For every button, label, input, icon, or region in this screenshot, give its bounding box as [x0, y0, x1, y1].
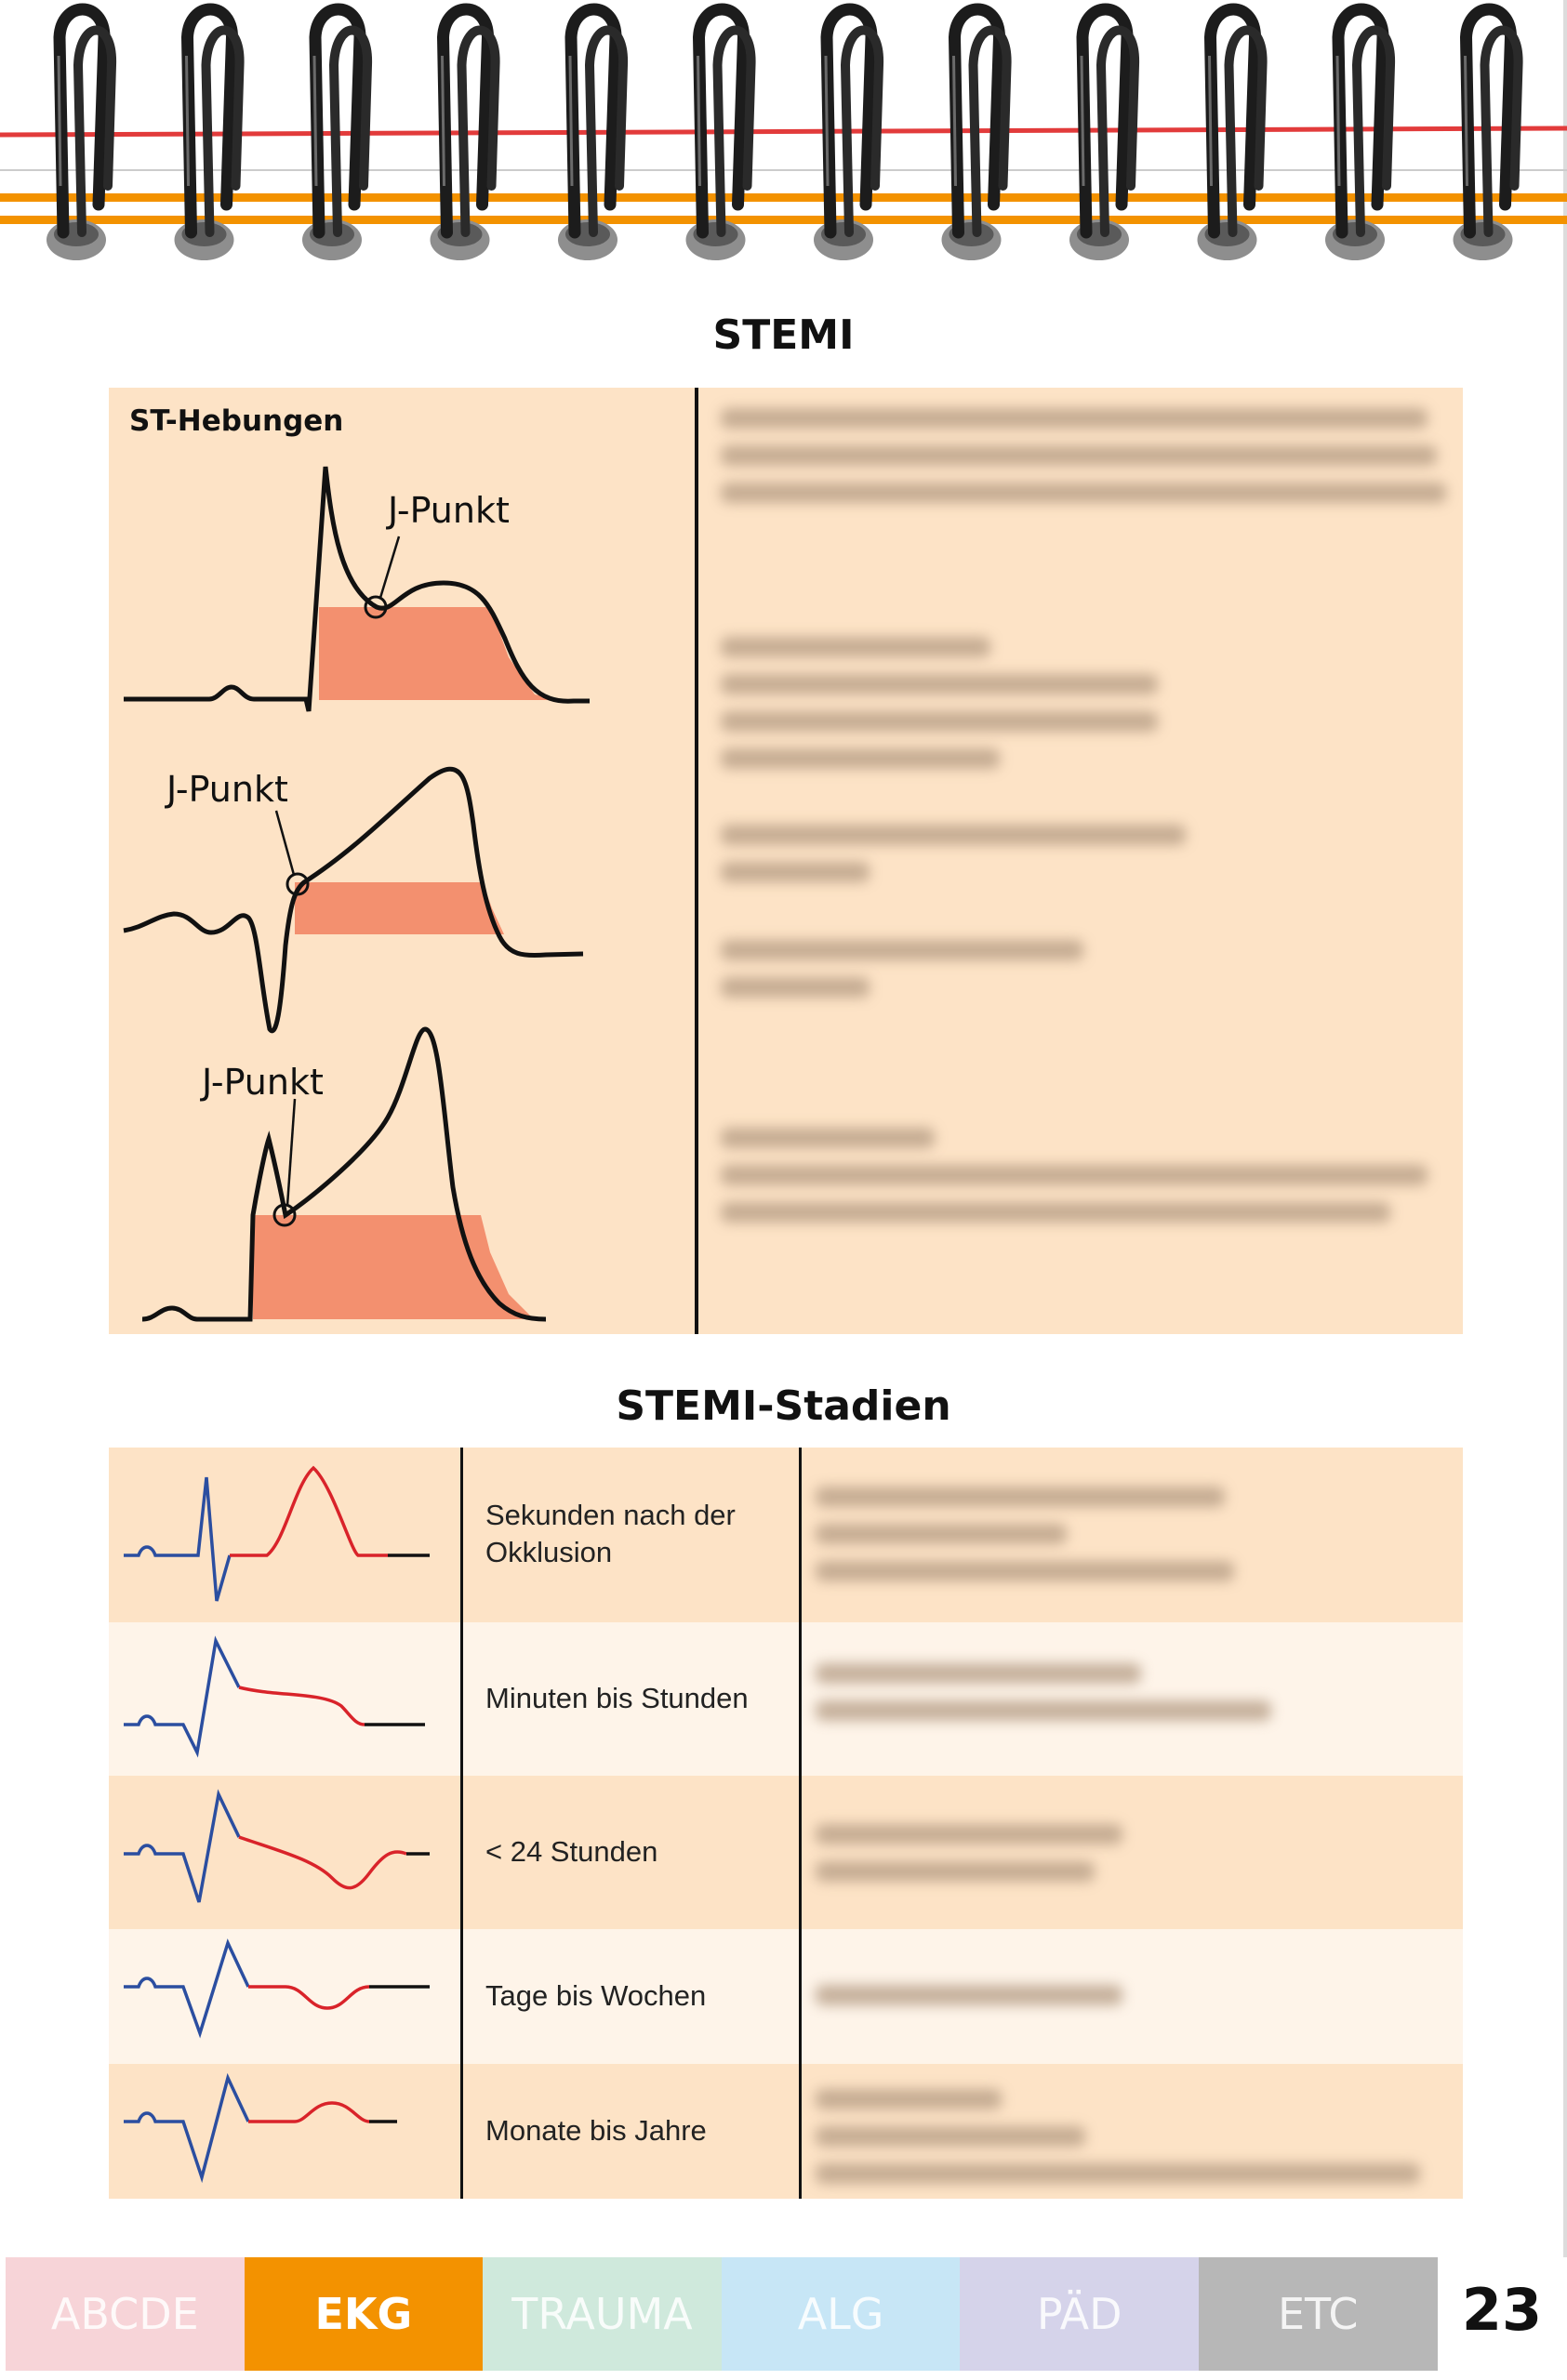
j-point-pointer-3 [286, 1098, 297, 1207]
binding-red-line [0, 126, 1567, 138]
stages-column-divider-2 [799, 1448, 802, 2199]
stage-row-2: Minuten bis Stunden [109, 1622, 1463, 1776]
j-point-label-2: J-Punkt [165, 769, 288, 810]
st-elevation-diagram-2: J-Punkt [123, 766, 584, 1034]
stage-row-1: Sekunden nach der Okklusion [109, 1448, 1463, 1622]
binding-ring [174, 3, 245, 260]
j-point-label-1: J-Punkt [386, 490, 510, 531]
tab-alg[interactable]: ALG [721, 2257, 961, 2371]
stage-ecg-4 [124, 1938, 430, 2039]
stages-column-divider-1 [460, 1448, 463, 2199]
j-point-marker-2 [286, 872, 310, 896]
stemi-criteria-text-blurred [711, 388, 1446, 1334]
tab-trauma[interactable]: TRAUMA [483, 2257, 722, 2371]
binding-ring [1069, 3, 1140, 260]
j-point-pointer-2 [274, 810, 296, 876]
tab-abcde[interactable]: ABCDE [6, 2257, 245, 2371]
section-title-stadien: STEMI-Stadien [616, 1382, 951, 1430]
st-elevation-diagrams: J-Punkt J-Punkt J-Punkt [123, 466, 590, 1322]
stage-label-4: Tage bis Wochen [485, 1979, 707, 2012]
tab-paed[interactable]: PÄD [960, 2257, 1199, 2371]
st-elevation-diagram-3: J-Punkt [141, 1026, 547, 1322]
stage-label-2: Minuten bis Stunden [485, 1682, 749, 1714]
j-point-pointer-1 [378, 536, 401, 599]
spiral-binding [0, 0, 1567, 279]
binding-ring [1197, 3, 1268, 260]
stage-ecg-3 [124, 1789, 430, 1903]
st-elevation-area-3 [253, 1215, 534, 1319]
page-edge-shadow [1563, 0, 1567, 2257]
st-hebungen-label: ST-Hebungen [129, 404, 344, 438]
ecg-trace-3 [141, 1026, 547, 1322]
stage-label-1: Sekunden nach der Okklusion [485, 1499, 736, 1568]
tab-etc[interactable]: ETC [1198, 2257, 1438, 2371]
binding-ring [1325, 3, 1396, 260]
stage-ecg-2 [124, 1635, 425, 1758]
binding-orange-line-1 [0, 193, 1567, 202]
ecg-trace-2 [123, 766, 584, 1034]
page-title: STEMI [712, 311, 855, 359]
st-elevation-area-1 [319, 607, 564, 700]
binding-ring [558, 3, 629, 260]
binding-ring [941, 3, 1012, 260]
binding-ring [46, 3, 117, 260]
j-point-marker-1 [364, 595, 388, 619]
ecg-trace-1 [124, 466, 590, 712]
binding-orange-line-2 [0, 216, 1567, 224]
stage-label-3: < 24 Stunden [485, 1835, 658, 1868]
stage-label-5: Monate bis Jahre [485, 2114, 707, 2147]
stemi-column-divider [695, 388, 698, 1334]
stage-row-3: < 24 Stunden [109, 1776, 1463, 1929]
stage-row-4: Tage bis Wochen [109, 1929, 1463, 2064]
stage-ecg-1 [124, 1465, 430, 1602]
j-point-label-3: J-Punkt [200, 1062, 324, 1103]
binding-ring [430, 3, 500, 260]
stage-ecg-5 [124, 2072, 397, 2184]
binding-ring [302, 3, 373, 260]
j-point-marker-3 [272, 1203, 297, 1227]
st-elevation-area-2 [295, 882, 504, 934]
st-elevation-diagram-1: J-Punkt [124, 466, 590, 712]
binding-ring [1453, 3, 1523, 260]
binding-ring [685, 3, 756, 260]
tab-ekg[interactable]: EKG [244, 2257, 484, 2371]
binding-ring [814, 3, 884, 260]
chapter-tabs: ABCDE EKG TRAUMA ALG PÄD ETC [6, 2257, 1438, 2371]
page-number: 23 [1461, 2276, 1543, 2344]
stemi-panel: ST-Hebungen J-Punkt J-Punkt J-Punkt [109, 388, 1463, 1334]
spiral-binding-graphic [0, 3, 1567, 260]
stemi-stages-table: Sekunden nach der Okklusion Minuten bis … [109, 1448, 1463, 2199]
